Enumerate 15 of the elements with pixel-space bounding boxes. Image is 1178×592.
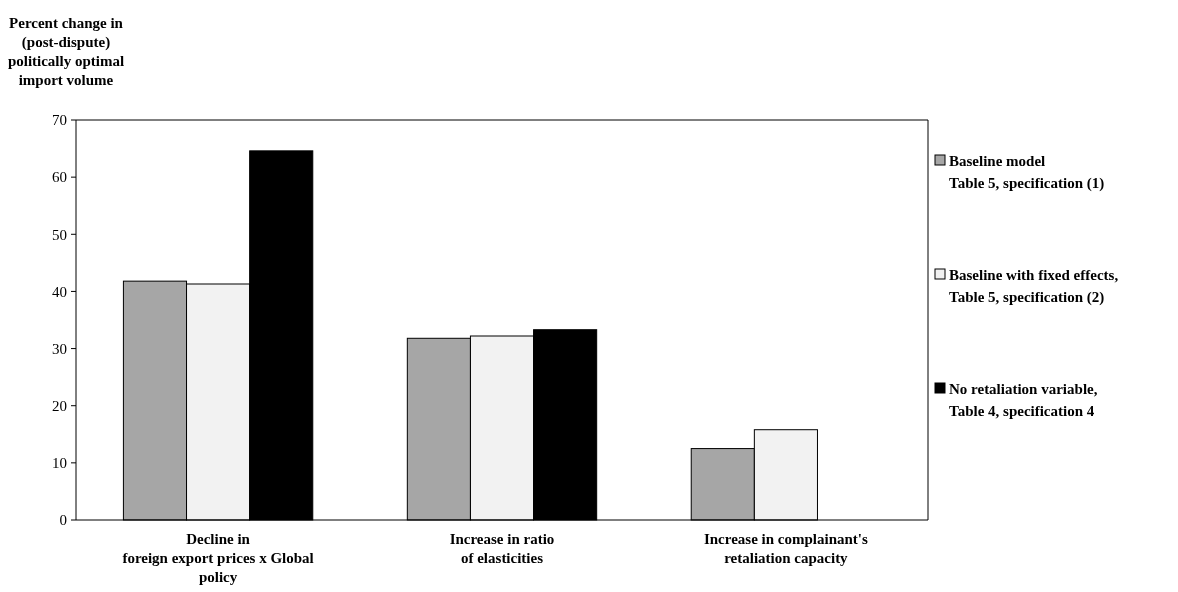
y-tick-label: 70: [52, 112, 67, 129]
legend-label: Baseline model Table 5, specification (1): [949, 153, 1105, 192]
y-tick-label: 50: [52, 226, 67, 243]
legend-label: No retaliation variable, Table 4, specification 4: [949, 381, 1098, 419]
y-tick-label: 60: [52, 169, 67, 186]
y-tick-label: 10: [52, 455, 67, 472]
y-tick-label: 0: [59, 512, 67, 529]
x-tick-label: Decline in foreign export prices x Global policy: [122, 531, 314, 585]
y-axis-title: Percent change in (post-dispute) politically optimal import volume: [7, 15, 125, 88]
x-tick-label: Increase in complainant's retaliation capacity: [703, 531, 869, 566]
legend-label: Baseline with fixed effects, Table 5, specification (2): [949, 267, 1119, 306]
y-tick-label: 20: [52, 397, 67, 414]
y-tick-label: 40: [52, 283, 67, 300]
y-tick-label: 30: [52, 340, 67, 357]
x-tick-label: Increase in ratio of elasticities: [449, 531, 555, 566]
